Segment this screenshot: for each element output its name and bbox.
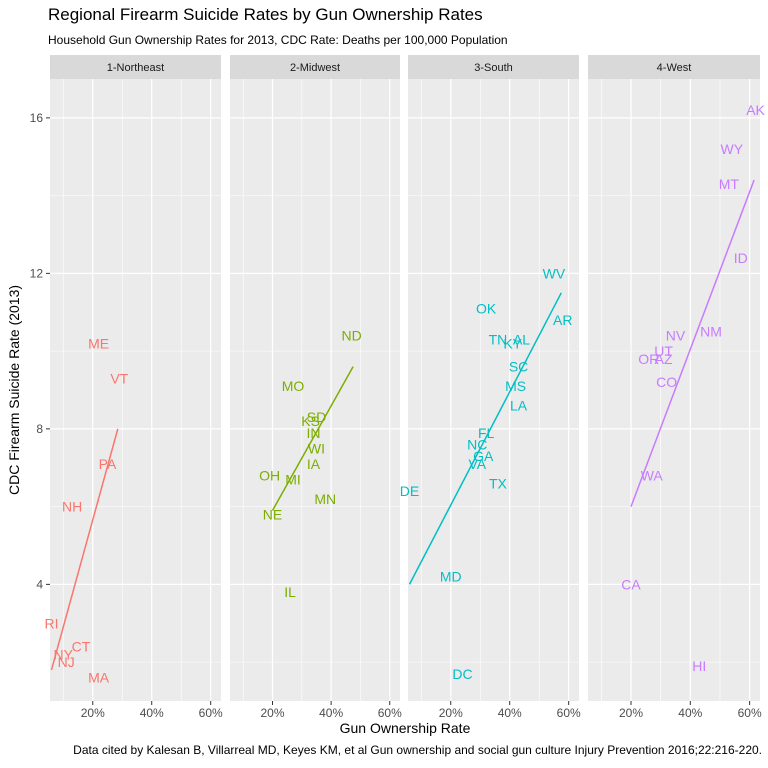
facet-strip: [50, 55, 221, 79]
data-point-label: DC: [452, 666, 472, 682]
data-point-label: MI: [285, 471, 301, 487]
data-point-label: OR: [638, 351, 659, 367]
data-point-label: AR: [553, 312, 572, 328]
x-tick-label: 40%: [498, 706, 522, 720]
data-point-label: IL: [284, 584, 296, 600]
data-point-label: ME: [88, 335, 109, 351]
x-tick-label: 60%: [557, 706, 581, 720]
data-point-label: MS: [505, 378, 526, 394]
data-point-label: ND: [342, 328, 362, 344]
y-tick-label: 4: [36, 577, 43, 591]
x-tick-label: 20%: [81, 706, 105, 720]
data-point-label: OH: [259, 468, 280, 484]
data-point-label: MT: [719, 176, 740, 192]
facet-strip: [230, 55, 400, 79]
data-point-label: PA: [99, 456, 117, 472]
data-point-label: SC: [509, 359, 528, 375]
data-point-label: IN: [307, 425, 321, 441]
data-point-label: MO: [282, 378, 305, 394]
data-point-label: UT: [654, 343, 673, 359]
data-point-label: KY: [503, 335, 522, 351]
data-point-label: NC: [467, 436, 487, 452]
x-tick-label: 40%: [140, 706, 164, 720]
data-point-label: VA: [468, 456, 486, 472]
data-point-label: ID: [734, 250, 748, 266]
trend-line: [50, 428, 119, 671]
facet-strip-label: 4-West: [657, 62, 692, 74]
x-tick-label: 20%: [260, 706, 284, 720]
data-point-label: IA: [307, 456, 321, 472]
facet-strip-label: 3-South: [474, 62, 513, 74]
x-tick-label: 60%: [738, 706, 762, 720]
data-point-label: OK: [476, 300, 497, 316]
data-point-label: NV: [666, 328, 686, 344]
data-point-label: WV: [543, 265, 566, 281]
data-point-label: KS: [301, 413, 320, 429]
data-point-label: AL: [513, 331, 530, 347]
facet-strip-label: 2-Midwest: [290, 62, 340, 74]
chart-title: Regional Firearm Suicide Rates by Gun Ow…: [48, 5, 483, 24]
trend-line: [271, 366, 354, 511]
data-point-label: CT: [72, 639, 91, 655]
facet-strip: [408, 55, 579, 79]
x-tick-label: 60%: [378, 706, 402, 720]
data-point-label: WI: [308, 440, 325, 456]
trend-line: [630, 179, 755, 507]
data-point-label: CA: [621, 576, 641, 592]
x-tick-label: 40%: [319, 706, 343, 720]
data-point-label: AK: [746, 102, 765, 118]
y-tick-label: 12: [30, 266, 44, 280]
y-tick-label: 16: [30, 111, 44, 125]
chart-subtitle: Household Gun Ownership Rates for 2013, …: [48, 33, 508, 47]
x-tick-label: 20%: [439, 706, 463, 720]
data-point-label: VT: [110, 370, 128, 386]
facet-strip: [588, 55, 760, 79]
data-point-label: AZ: [655, 351, 673, 367]
panel-background: [50, 79, 221, 701]
x-tick-label: 60%: [199, 706, 223, 720]
data-point-label: NH: [62, 499, 82, 515]
panel-background: [408, 79, 579, 701]
data-point-label: WY: [721, 141, 744, 157]
data-point-label: NM: [700, 324, 722, 340]
facet-strip-label: 1-Northeast: [107, 62, 164, 74]
x-tick-label: 40%: [678, 706, 702, 720]
data-point-label: SD: [307, 409, 326, 425]
y-tick-label: 8: [36, 422, 43, 436]
panel-background: [588, 79, 760, 701]
data-point-label: NJ: [58, 654, 75, 670]
data-point-label: TN: [489, 331, 508, 347]
data-point-label: TX: [489, 475, 508, 491]
data-point-label: MN: [314, 491, 336, 507]
data-point-label: DE: [400, 483, 419, 499]
chart-caption: Data cited by Kalesan B, Villarreal MD, …: [73, 743, 762, 757]
data-point-label: RI: [44, 615, 58, 631]
data-point-label: GA: [473, 448, 494, 464]
trend-line: [408, 292, 562, 585]
y-axis-title: CDC Firearm Suicide Rate (2013): [6, 285, 22, 495]
data-point-label: CO: [656, 374, 677, 390]
data-point-label: WA: [641, 468, 664, 484]
data-point-label: NE: [263, 506, 282, 522]
x-tick-label: 20%: [619, 706, 643, 720]
panel-background: [230, 79, 400, 701]
data-point-label: MD: [440, 569, 462, 585]
data-point-label: LA: [510, 398, 528, 414]
data-point-label: NY: [54, 646, 74, 662]
data-point-label: FL: [478, 425, 495, 441]
x-axis-title: Gun Ownership Rate: [340, 720, 471, 736]
data-point-label: MA: [88, 670, 110, 686]
data-point-label: HI: [692, 658, 706, 674]
